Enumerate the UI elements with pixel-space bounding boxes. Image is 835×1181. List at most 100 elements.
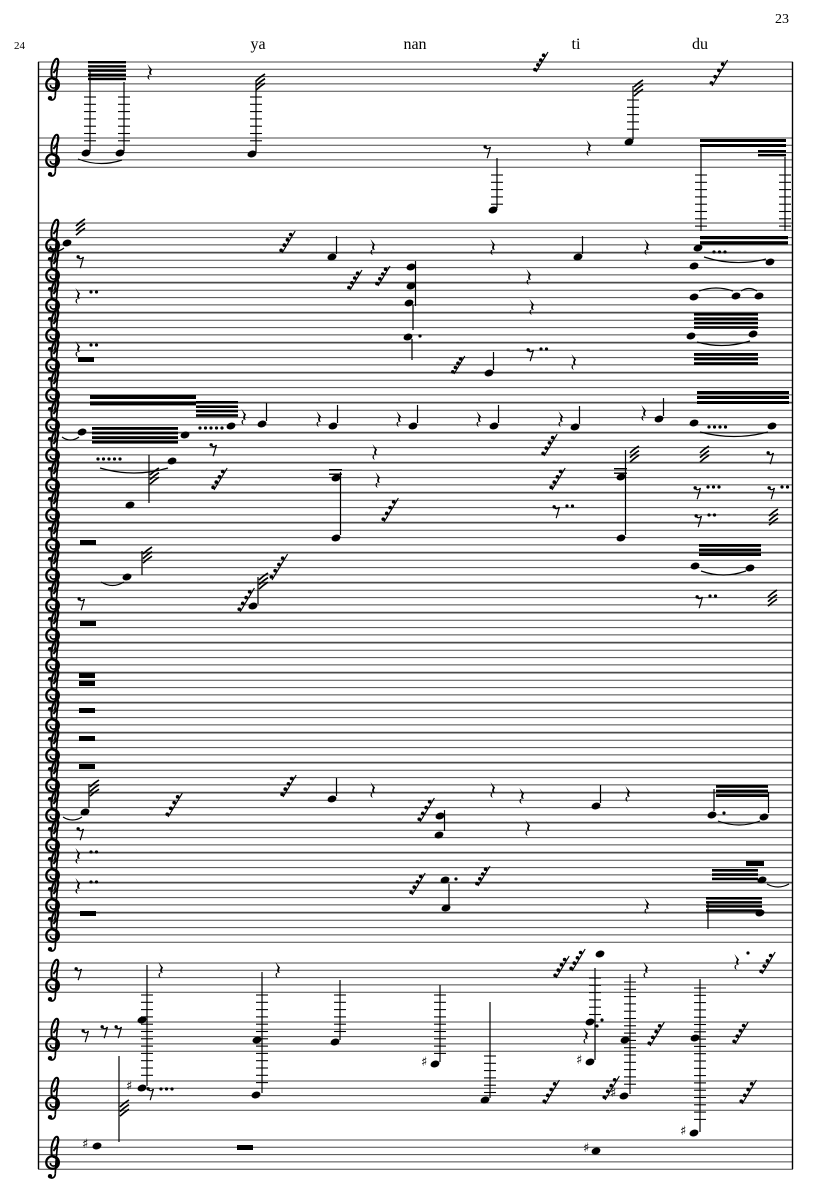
tremolo-stroke — [633, 83, 644, 93]
ledger-lines — [614, 468, 627, 474]
grace-notehead — [541, 451, 545, 456]
notehead — [80, 808, 90, 816]
dot — [89, 343, 93, 347]
staff — [38, 548, 793, 593]
beam — [196, 401, 238, 404]
tremolo-stroke — [119, 1108, 130, 1117]
grace-notehead — [417, 817, 422, 821]
tie-slur — [100, 581, 125, 587]
notehead — [654, 415, 664, 423]
beam — [758, 150, 786, 153]
grace-notehead — [562, 957, 567, 962]
grace-notehead — [533, 67, 537, 72]
notehead — [620, 1036, 630, 1044]
quarter-rest — [644, 898, 650, 915]
notehead — [180, 431, 190, 439]
notehead — [765, 258, 775, 266]
eighth-rest — [146, 1086, 155, 1101]
dot — [101, 457, 106, 461]
beam — [88, 73, 126, 76]
quarter-rest — [625, 786, 631, 803]
notehead — [591, 802, 601, 810]
notehead — [745, 564, 755, 572]
augmentation-dots — [454, 877, 458, 881]
notehead — [137, 1016, 147, 1024]
beam — [697, 396, 789, 399]
augmentation-dots — [706, 485, 721, 489]
tremolo-stroke — [258, 576, 269, 586]
staff — [38, 338, 793, 383]
beam — [712, 877, 758, 881]
tremolo-flags — [258, 572, 269, 590]
beam-group — [694, 353, 758, 365]
notehead — [251, 1091, 261, 1099]
grace-notehead — [269, 575, 274, 579]
dot — [418, 334, 422, 338]
dot — [565, 504, 569, 508]
dot — [595, 1024, 599, 1028]
grace-notehead — [412, 885, 417, 889]
staff — [38, 398, 793, 443]
notehead — [92, 1142, 102, 1150]
tremolo-flags — [255, 73, 266, 91]
dot — [170, 1087, 174, 1091]
quarter-rest — [583, 1028, 589, 1045]
dot — [107, 457, 111, 461]
grace-notehead — [746, 1087, 750, 1092]
staff — [38, 668, 793, 713]
grace-notehead — [375, 281, 379, 286]
tremolo-flags — [75, 218, 86, 236]
notehead — [247, 150, 257, 158]
dot — [600, 1018, 604, 1022]
tremolo-stroke — [142, 550, 153, 560]
grace-notehead — [556, 968, 561, 972]
dot — [159, 1087, 163, 1091]
beam-group — [694, 313, 758, 329]
tremolo-stroke — [149, 476, 160, 485]
whole-rest — [79, 681, 95, 686]
beam — [716, 789, 768, 793]
whole-rest — [237, 1145, 253, 1150]
staff — [38, 728, 793, 773]
grace-notehead — [347, 285, 351, 290]
dot — [706, 485, 710, 489]
tremolo-stroke — [633, 79, 644, 88]
beam — [694, 362, 758, 365]
notehead — [440, 876, 450, 884]
dot — [723, 425, 728, 429]
staff — [38, 578, 793, 623]
beam — [700, 241, 788, 245]
dot — [164, 1087, 169, 1091]
beam — [758, 154, 786, 157]
grace-note-run — [739, 1079, 757, 1105]
grace-notehead — [480, 872, 485, 876]
quarter-rest — [75, 878, 81, 895]
sharp-accidental: ♯ — [576, 1053, 582, 1068]
grace-notehead — [409, 890, 413, 895]
grace-notehead — [384, 511, 389, 516]
grace-note-run — [279, 230, 296, 254]
grace-notehead — [286, 782, 291, 786]
beam-group — [712, 869, 758, 881]
tremolo-stroke — [75, 218, 86, 227]
grace-notehead — [558, 469, 563, 474]
notehead — [480, 1096, 490, 1104]
augmentation-dots — [89, 343, 99, 347]
tremolo-stroke — [699, 445, 710, 454]
grace-notehead — [288, 232, 293, 237]
treble-clef-icon — [45, 908, 61, 953]
notehead — [755, 909, 765, 917]
grace-note-run — [602, 1075, 620, 1101]
grace-note-run — [375, 265, 391, 287]
notehead — [689, 262, 699, 270]
notehead — [754, 292, 764, 300]
grace-slash — [544, 1079, 560, 1105]
notehead — [693, 244, 703, 252]
grace-note-run — [709, 59, 729, 87]
tremolo-stroke — [629, 454, 640, 463]
beam — [699, 544, 761, 547]
augmentation-dots — [89, 850, 99, 854]
grace-notehead — [559, 963, 564, 967]
beam — [196, 409, 238, 413]
grace-notehead — [762, 964, 767, 968]
